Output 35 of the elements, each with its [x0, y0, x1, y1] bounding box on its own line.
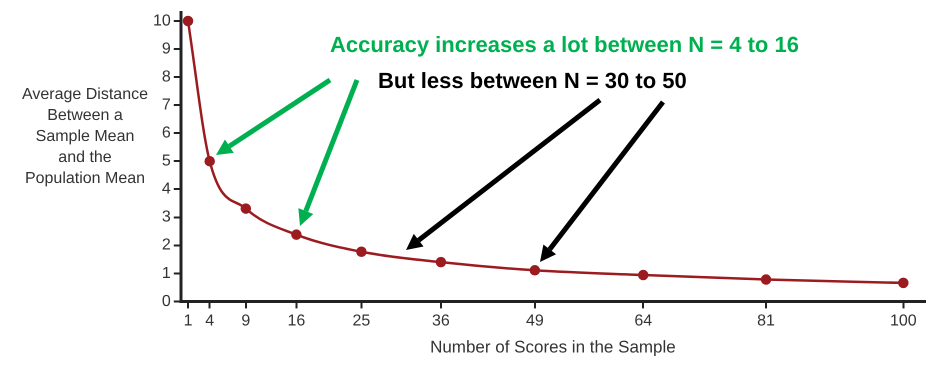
x-tick-label: 49	[526, 312, 544, 330]
x-tick-label: 1	[184, 312, 193, 330]
point	[204, 156, 215, 166]
y-tick-label: 8	[162, 68, 171, 86]
y-tick-label: 5	[162, 152, 171, 170]
y-tick-label: 6	[162, 124, 171, 142]
x-tick-label: 25	[352, 312, 370, 330]
point	[291, 229, 302, 240]
y-tick-label: 4	[162, 180, 171, 198]
annotation: Accuracy increases a lot between N = 4 to 16	[330, 32, 799, 58]
x-tick-label: 64	[634, 312, 652, 330]
annotation: But less between N = 30 to 50	[378, 68, 687, 94]
point	[898, 278, 909, 288]
y-tick-label: 7	[162, 96, 171, 114]
y-tick-label: 9	[162, 40, 171, 58]
point	[436, 256, 446, 268]
y-tick-label: 2	[162, 236, 171, 254]
point	[240, 203, 252, 214]
y-tick-label: 10	[153, 12, 171, 30]
point	[638, 270, 648, 280]
y-axis-title: Average Distance Between a Sample Mean and the Population Mean	[22, 85, 148, 189]
x-tick-label: 4	[205, 312, 214, 330]
x-axis-title: Number of Scores in the Sample	[430, 337, 676, 356]
point	[356, 246, 367, 258]
x-tick-label: 100	[890, 312, 917, 330]
point	[530, 265, 540, 276]
point	[182, 16, 194, 26]
point	[760, 274, 772, 285]
y-tick-label: 3	[162, 208, 171, 226]
x-tick-label: 36	[432, 312, 450, 330]
y-tick-label: 0	[162, 292, 171, 310]
x-tick-label: 9	[241, 312, 250, 330]
y-tick-label: 1	[162, 264, 171, 282]
x-tick-label: 16	[288, 312, 306, 330]
x-tick-label: 81	[757, 312, 776, 330]
